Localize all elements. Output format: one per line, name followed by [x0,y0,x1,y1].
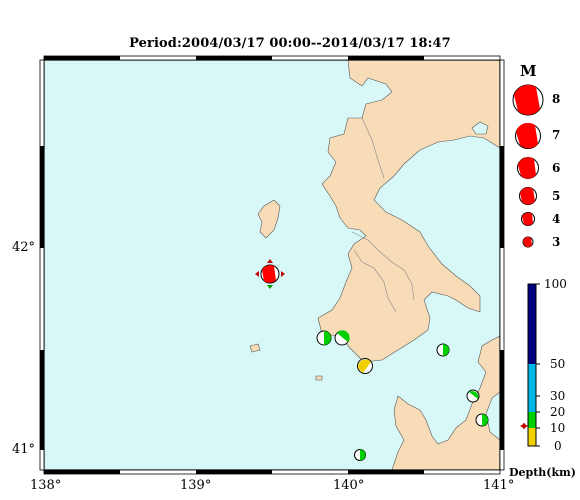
depth-tick-100: 100 [544,277,567,291]
legend-ball-7 [515,122,541,149]
small-isle-2 [315,375,323,381]
magnitude-label-4: 4 [552,212,561,226]
map-title: Period:2004/03/17 00:00--2014/03/17 18:4… [129,36,451,51]
x-tick-138: 138° [30,478,62,493]
depth-scale-label: Depth(km) [509,466,576,479]
mechanism-green-2 [334,330,350,346]
depth-tick-0: 0 [554,439,562,453]
depth-tick-30: 30 [550,389,566,403]
small-isle-1 [249,343,261,353]
mechanism-main [255,259,285,289]
depth-tick-50: 50 [550,357,566,371]
magnitude-label-3: 3 [552,235,561,249]
x-tick-140: 140° [333,478,365,493]
mechanism-green-5 [475,413,489,427]
magnitude-label-8: 8 [552,92,561,106]
x-tick-141: 141° [483,478,515,493]
x-tick-139: 139° [180,478,212,493]
boundary-lines [351,117,415,313]
earthquake-events [255,259,489,461]
legend-ball-4 [521,212,535,226]
magnitude-legend-symbols [512,84,544,248]
mechanism-green-1 [316,330,332,346]
y-tick-42: 42° [12,240,36,255]
depth-tick-10: 10 [550,421,566,435]
okushiri-island [257,199,281,239]
mechanism-green-4 [466,389,480,403]
legend-ball-8 [512,84,544,116]
y-tick-41: 41° [12,442,36,457]
mechanism-green-3 [436,343,450,357]
magnitude-label-7: 7 [552,128,561,142]
depth-tick-20: 20 [550,405,566,419]
land-areas [249,60,500,470]
magnitude-label-6: 6 [552,161,561,175]
mechanism-yellow-1 [357,358,373,374]
lake [471,121,489,135]
mechanism-green-6 [354,449,366,461]
depth-colorbar [520,283,540,447]
legend-ball-5 [519,187,537,205]
magnitude-legend-title: M [520,62,537,80]
magnitude-label-5: 5 [552,189,561,203]
frame-ticks [39,55,505,475]
legend-ball-6 [517,157,539,179]
aomori-landmass [391,335,500,470]
legend-ball-3 [522,236,534,248]
